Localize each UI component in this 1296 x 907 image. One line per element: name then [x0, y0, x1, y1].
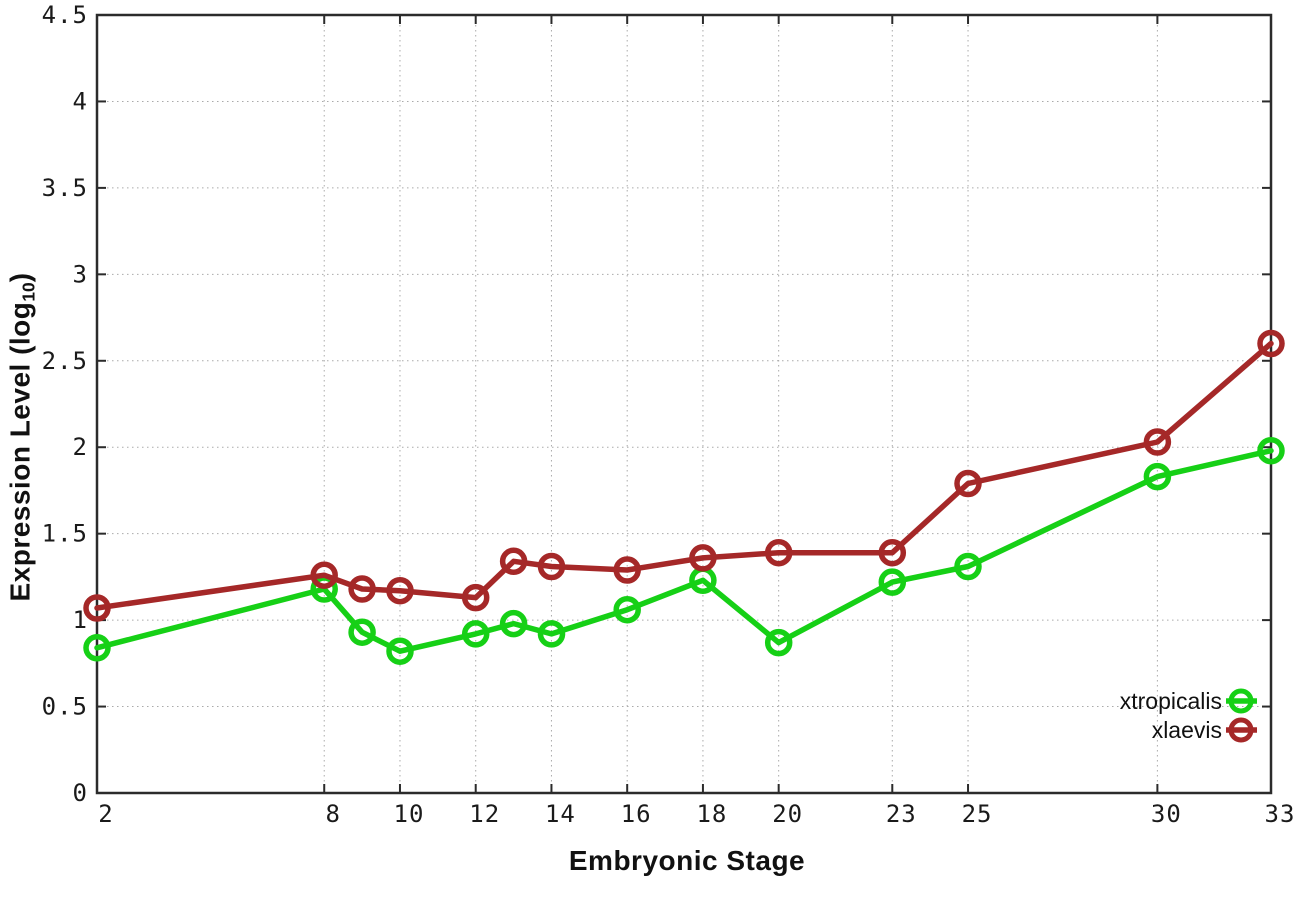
x-tick-label: 30 — [1151, 800, 1182, 828]
y-tick-label: 1.5 — [42, 520, 88, 548]
data-point-xtropicalis — [613, 595, 641, 624]
x-tick-label: 16 — [621, 800, 652, 828]
data-point-xlaevis — [461, 583, 490, 612]
x-tick-label: 2 — [98, 800, 113, 828]
x-tick-label: 25 — [962, 800, 993, 828]
data-point-xtropicalis — [83, 634, 111, 662]
y-tick-label: 2 — [73, 433, 88, 461]
data-point-xlaevis — [499, 547, 528, 576]
y-axis-title: Expression Level (log10) — [4, 272, 39, 601]
y-tick-label: 4.5 — [42, 1, 88, 29]
data-point-xlaevis — [348, 575, 376, 603]
y-tick-label: 0.5 — [42, 693, 88, 721]
y-axis-title-suffix: ) — [4, 272, 36, 283]
data-point-xtropicalis — [461, 620, 490, 648]
data-point-xtropicalis — [878, 568, 907, 596]
series-line-xlaevis — [94, 340, 1274, 611]
x-tick-label: 23 — [886, 800, 917, 828]
x-axis-title: Embryonic Stage — [568, 845, 806, 876]
data-point-xtropicalis — [348, 618, 376, 646]
data-point-xtropicalis — [764, 628, 793, 657]
data-point-xtropicalis — [386, 637, 414, 665]
data-point-xlaevis — [537, 552, 566, 581]
data-point-xlaevis — [1143, 428, 1172, 456]
data-point-xlaevis — [764, 538, 793, 567]
data-point-xtropicalis — [1257, 436, 1285, 465]
data-point-xtropicalis — [499, 609, 528, 638]
x-tick-label: 18 — [696, 800, 727, 828]
plot-border — [95, 13, 1273, 795]
data-point-xtropicalis — [537, 620, 566, 648]
x-tick-label: 10 — [394, 800, 425, 828]
y-tick-label: 0 — [73, 779, 88, 807]
x-tick-label: 20 — [772, 800, 803, 828]
legend-marker-xtropicalis — [1228, 688, 1254, 714]
y-tick-label: 1 — [73, 606, 88, 634]
data-point-xlaevis — [689, 544, 717, 572]
x-tick-label: 14 — [545, 800, 576, 828]
x-tick-label: 12 — [469, 800, 500, 828]
x-tick-label: 8 — [325, 800, 340, 828]
data-point-xlaevis — [613, 556, 641, 584]
y-axis-title-text: Expression Level (log — [4, 301, 36, 602]
data-point-xlaevis — [1257, 329, 1285, 358]
y-tick-label: 2.5 — [42, 347, 88, 375]
legend-label-xlaevis: xlaevis — [1152, 717, 1222, 743]
x-tick-label: 33 — [1265, 800, 1296, 828]
y-tick-label: 3 — [73, 260, 88, 288]
data-point-xlaevis — [310, 561, 338, 589]
legend-marker-xlaevis — [1228, 717, 1254, 743]
data-point-xtropicalis — [1143, 462, 1172, 491]
data-point-xlaevis — [83, 594, 111, 622]
y-tick-label: 4 — [73, 87, 88, 115]
data-point-xtropicalis — [954, 552, 982, 581]
y-tick-label: 3.5 — [42, 174, 88, 202]
series-line-xtropicalis — [94, 447, 1274, 654]
data-point-xlaevis — [878, 538, 907, 567]
legend-label-xtropicalis: xtropicalis — [1120, 688, 1222, 714]
data-point-xlaevis — [954, 469, 982, 498]
y-axis-title-subscript: 10 — [18, 282, 39, 302]
data-point-xlaevis — [386, 576, 414, 605]
